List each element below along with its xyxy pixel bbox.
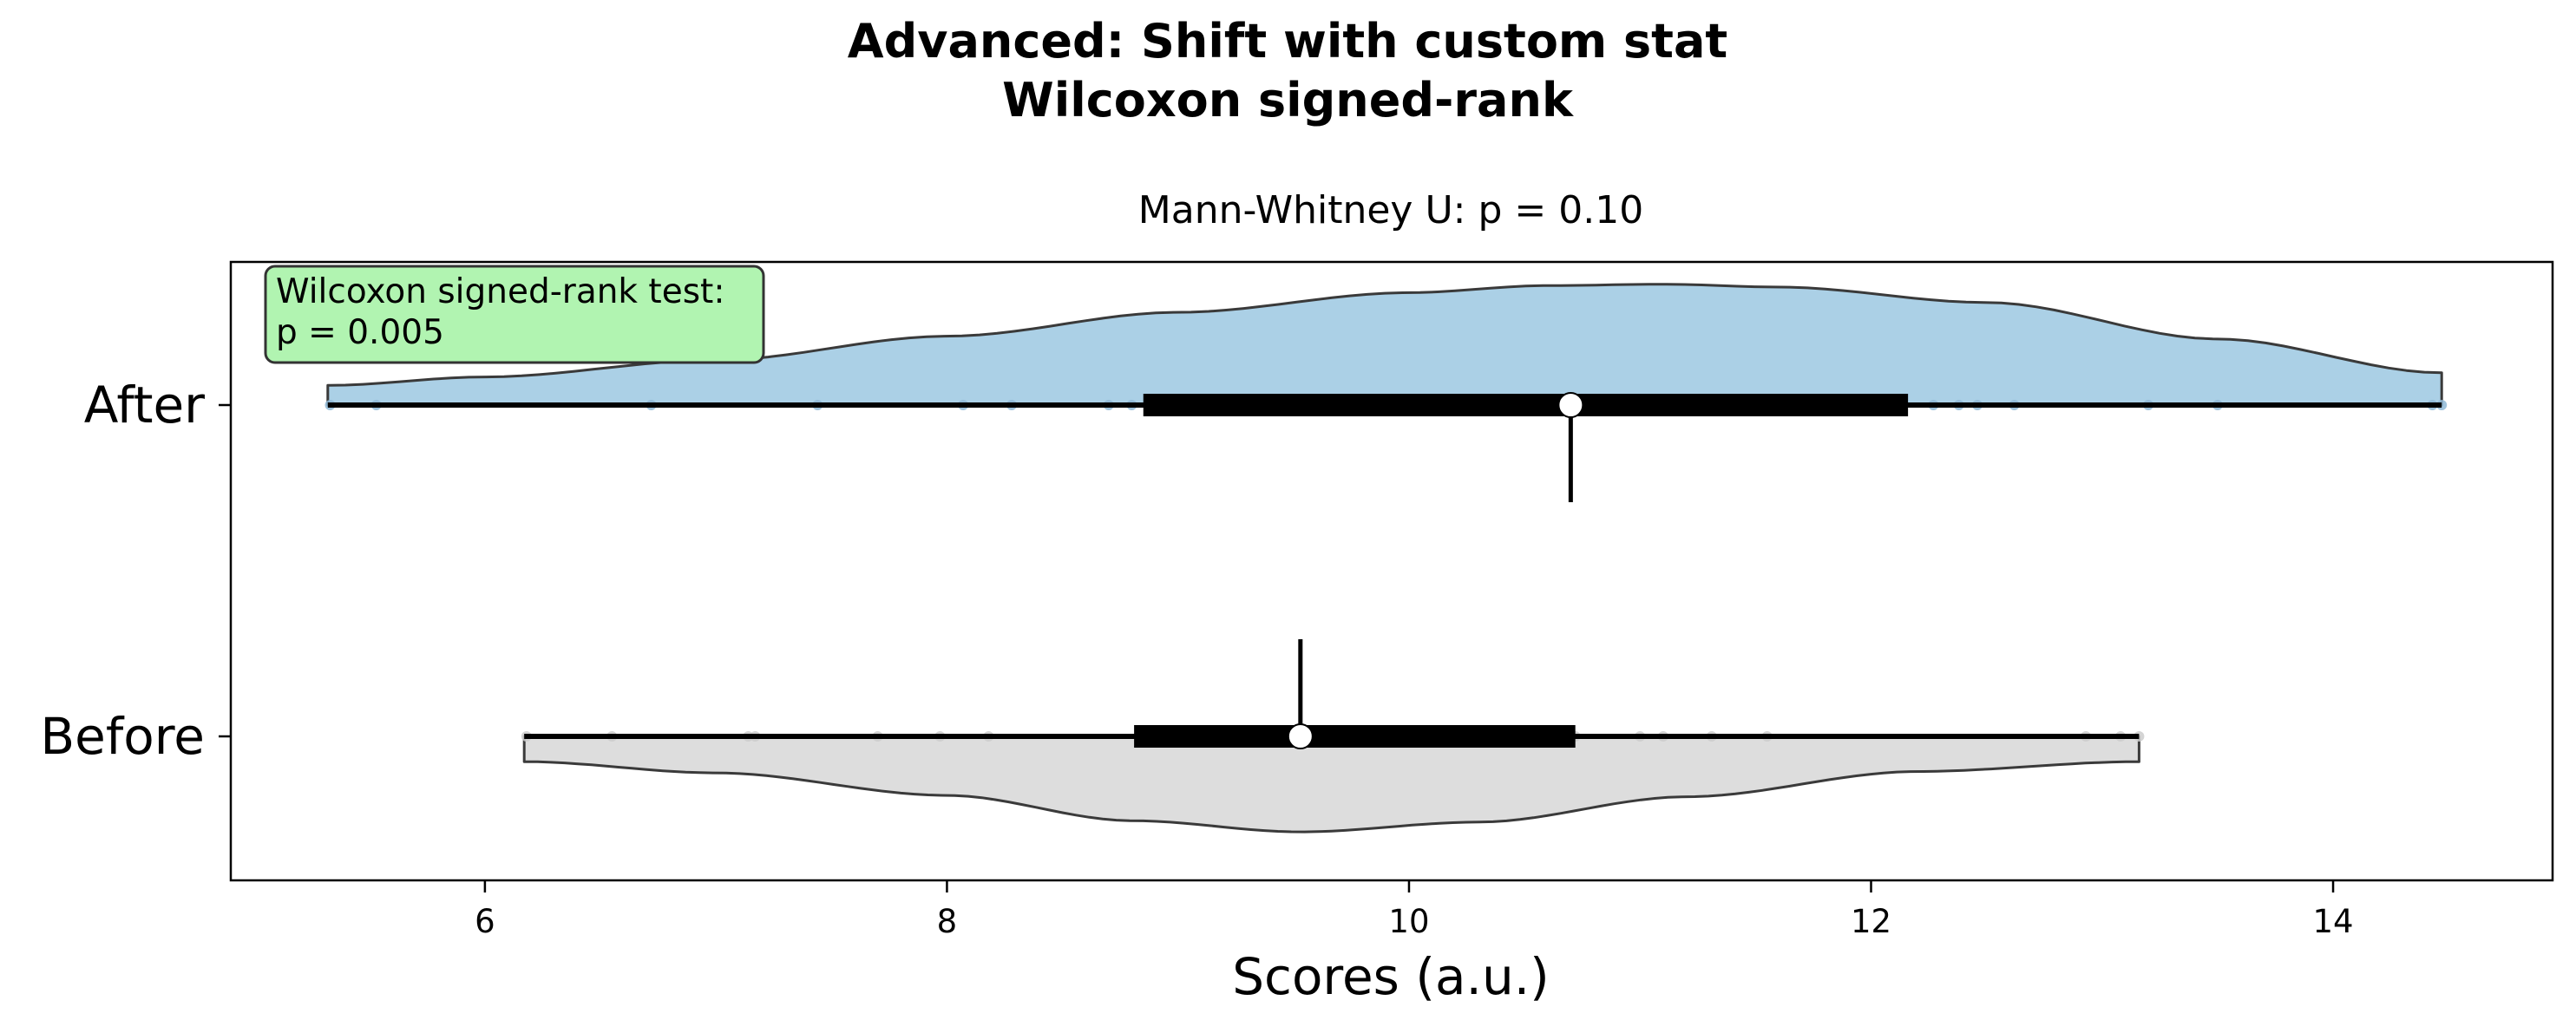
stat-annotation-line-2: p = 0.005 (276, 313, 444, 352)
median-marker-after (1557, 392, 1584, 418)
x-axis: 6 8 10 12 14 (475, 880, 2354, 940)
violin-after (324, 283, 2448, 502)
x-tick-label: 14 (2312, 903, 2353, 940)
x-axis-label: Scores (a.u.) (1232, 947, 1550, 1006)
violin-body-before (522, 735, 2140, 834)
iqr-box-before (1134, 725, 1576, 748)
y-tick-label: After (84, 376, 205, 435)
median-marker-before (1287, 723, 1314, 749)
stat-annotation-box (264, 265, 765, 364)
x-tick-label: 12 (1851, 903, 1891, 940)
suptitle-line-2: Wilcoxon signed-rank (1002, 73, 1574, 127)
x-tick-label: 6 (475, 903, 495, 940)
y-tick-label: Before (40, 707, 205, 766)
stat-annotation: Wilcoxon signed-rank test: p = 0.005 (264, 265, 765, 364)
suptitle-line-1: Advanced: Shift with custom stat (848, 14, 1727, 69)
plot-area (324, 283, 2448, 834)
iqr-box-after (1143, 394, 1909, 416)
violin-before (521, 639, 2145, 834)
x-tick-label: 8 (937, 903, 958, 940)
x-tick-label: 10 (1388, 903, 1429, 940)
stat-annotation-line-1: Wilcoxon signed-rank test: (276, 272, 724, 311)
y-axis: After Before (40, 376, 231, 766)
axes-title: Mann-Whitney U: p = 0.10 (1138, 188, 1643, 232)
axes-frame (229, 260, 2554, 882)
